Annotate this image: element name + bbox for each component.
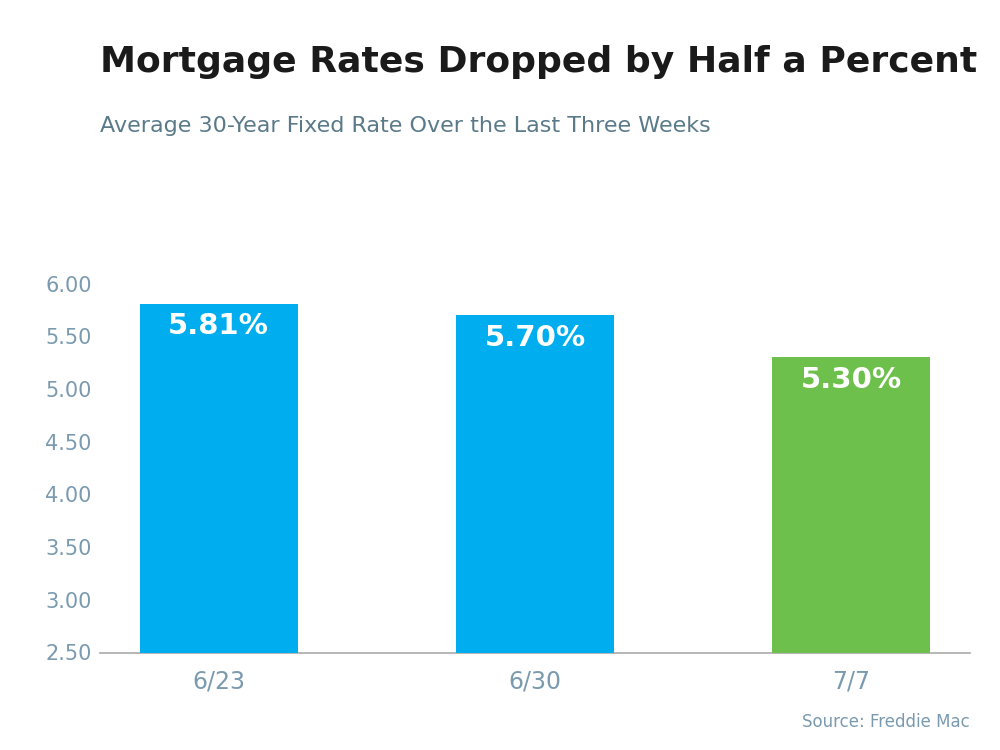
Bar (772, 357, 930, 652)
Text: 5.70%: 5.70% (484, 324, 586, 352)
Text: Source: Freddie Mac: Source: Freddie Mac (802, 713, 970, 731)
Bar (140, 304, 298, 652)
Text: Average 30-Year Fixed Rate Over the Last Three Weeks: Average 30-Year Fixed Rate Over the Last… (100, 116, 711, 136)
Bar (456, 315, 614, 652)
Text: Mortgage Rates Dropped by Half a Percent: Mortgage Rates Dropped by Half a Percent (100, 45, 977, 79)
Text: 5.81%: 5.81% (168, 312, 269, 340)
Text: 5.30%: 5.30% (801, 366, 902, 394)
